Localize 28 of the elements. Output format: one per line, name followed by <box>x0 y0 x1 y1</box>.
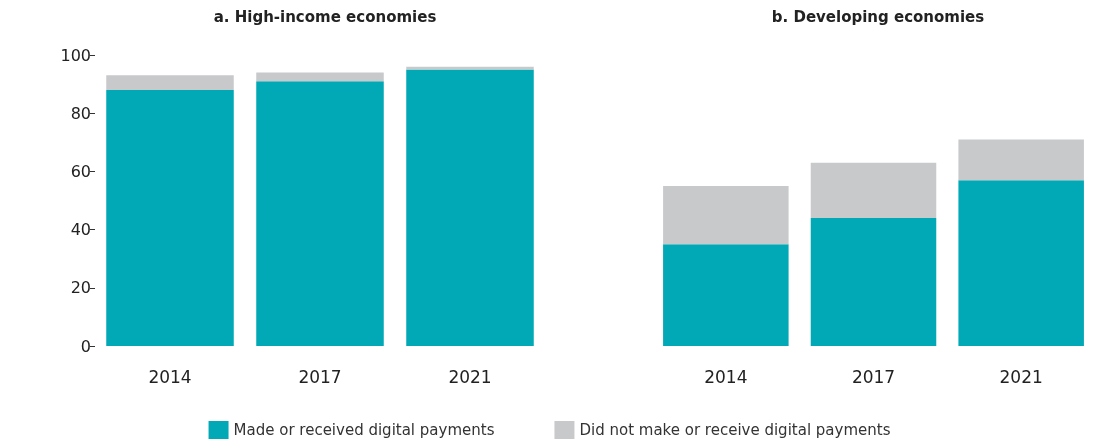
bar <box>663 244 789 346</box>
bar <box>256 72 384 82</box>
bar <box>958 139 1084 181</box>
chart-title: b. Developing economies <box>771 7 985 26</box>
legend-label: Made or received digital payments <box>233 421 495 439</box>
legend-label: Did not make or receive digital payments <box>579 421 891 439</box>
x-tick-label: 2017 <box>851 366 896 387</box>
bar <box>810 162 937 218</box>
x-tick-label: 2014 <box>148 366 192 387</box>
x-tick-label: 2021 <box>999 366 1043 387</box>
x-tick-label: 2017 <box>298 366 342 387</box>
y-tick-label: 80 <box>70 103 91 123</box>
bar <box>958 180 1084 346</box>
y-tick-label: 20 <box>70 278 91 298</box>
bar <box>106 75 234 90</box>
x-tick-label: 2021 <box>448 366 492 387</box>
y-tick-label: 60 <box>70 161 91 181</box>
chart-title: a. High-income economies <box>213 7 437 26</box>
bar <box>810 217 937 346</box>
bar <box>406 69 534 346</box>
bar <box>106 89 234 346</box>
y-tick-label: 40 <box>70 220 91 240</box>
y-tick-label: 0 <box>80 336 91 356</box>
bar <box>406 66 534 70</box>
y-tick-label: 100 <box>60 45 91 65</box>
x-tick-label: 2014 <box>704 366 748 387</box>
bar <box>663 185 789 245</box>
bar <box>256 81 384 346</box>
